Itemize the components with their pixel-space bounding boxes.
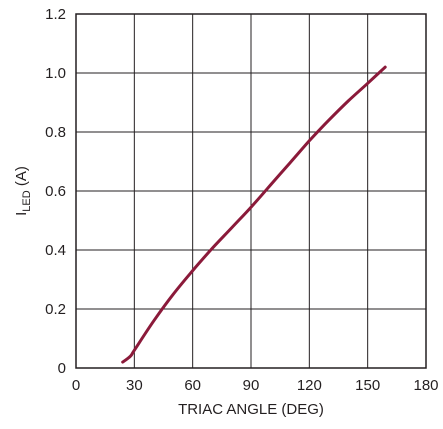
x-axis-title: TRIAC ANGLE (DEG): [178, 401, 324, 418]
y-tick-label-6: 1.2: [45, 6, 66, 23]
x-tick-label-4: 120: [297, 377, 322, 394]
y-axis-title-unit: (A): [13, 166, 30, 190]
series-layer: [121, 65, 387, 364]
grid-layer: [76, 14, 426, 368]
y-tick-label-4: 0.8: [45, 124, 66, 141]
x-tick-label-2: 60: [184, 377, 201, 394]
y-tick-label-3: 0.6: [45, 183, 66, 200]
x-tick-label-5: 150: [355, 377, 380, 394]
x-tick-label-0: 0: [72, 377, 80, 394]
y-tick-label-2: 0.4: [45, 242, 66, 259]
x-tick-label-3: 90: [243, 377, 260, 394]
y-axis-title-subscript: LED: [21, 190, 33, 211]
x-tick-label-6: 180: [413, 377, 438, 394]
x-tick-label-1: 30: [126, 377, 143, 394]
tick-layer: 0 30 60 90 120 150 180 0 0.2 0.4 0.6 0.8 1.0 1.2: [45, 6, 438, 394]
series-line-0: [121, 65, 387, 364]
y-axis-title-main: I: [13, 212, 30, 216]
plot-frame: [75, 13, 427, 369]
y-tick-label-5: 1.0: [45, 65, 66, 82]
y-tick-label-0: 0: [58, 360, 66, 377]
y-tick-label-1: 0.2: [45, 301, 66, 318]
y-axis-title: ILED (A): [13, 166, 33, 216]
